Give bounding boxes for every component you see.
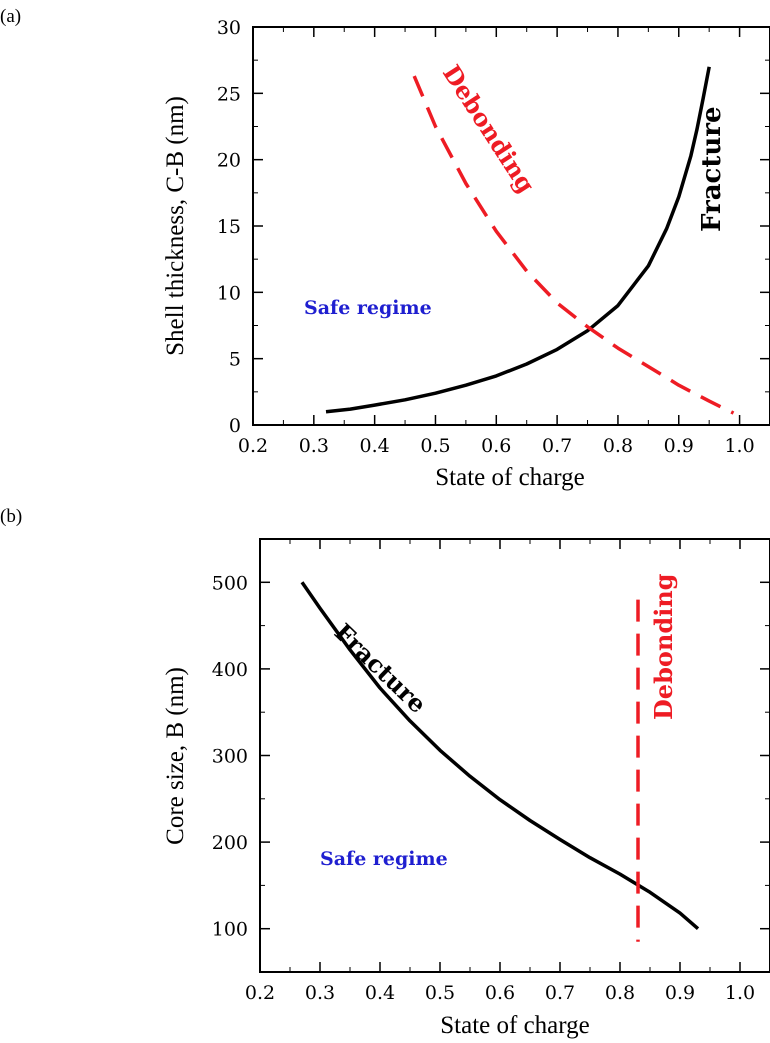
plot-frame-a: [252, 26, 770, 426]
series-line-fracture-b: [300, 581, 700, 931]
x-tick-label-b: 0.4: [365, 982, 395, 1004]
y-tick-label-a: 0: [229, 415, 241, 437]
x-tick-label-a: 0.2: [238, 435, 268, 457]
x-tick-label-b: 0.6: [485, 982, 515, 1004]
x-tick-label-a: 0.4: [360, 435, 390, 457]
x-tick-label-a: 0.3: [299, 435, 329, 457]
panel-label-a: (a): [0, 6, 21, 27]
y-tick-label-a: 30: [217, 17, 241, 39]
x-tick-label-a: 0.6: [481, 435, 511, 457]
x-axis-title-b: State of charge: [440, 1012, 589, 1039]
panel-a: (a) 0.2 0.3 0.4 0.5 0.6 0.7 0.8 0.9 1.0 0 5 10 15 20 2…: [0, 6, 770, 491]
x-tick-label-b: 0.2: [245, 982, 275, 1004]
series-b: [300, 581, 700, 942]
x-tick-label-b: 1.0: [725, 982, 755, 1004]
panel-label-b: (b): [0, 506, 22, 527]
series-a: [325, 66, 735, 415]
annotation-safe-regime-a: Safe regime: [304, 297, 432, 319]
x-tick-label-a: 1.0: [724, 435, 754, 457]
series-line-debonding-a: [412, 75, 735, 415]
ticks-a: 0.2 0.3 0.4 0.5 0.6 0.7 0.8 0.9 1.0 0 5 10 15 20 25 30: [217, 17, 770, 457]
y-tick-label-a: 5: [229, 349, 241, 371]
annotation-fracture-a: Fracture: [697, 106, 727, 232]
x-axis-title-a: State of charge: [435, 464, 584, 491]
x-tick-label-b: 0.7: [545, 982, 575, 1004]
x-tick-label-b: 0.3: [305, 982, 335, 1004]
y-tick-label-a: 20: [217, 150, 241, 172]
annotation-debonding-b: Debonding: [649, 573, 678, 720]
x-tick-label-b: 0.8: [605, 982, 635, 1004]
x-tick-label-a: 0.5: [420, 435, 450, 457]
y-tick-label-b: 500: [212, 572, 248, 594]
x-tick-label-b: 0.9: [665, 982, 695, 1004]
series-line-fracture-a: [325, 66, 711, 414]
y-tick-label-b: 300: [212, 746, 248, 768]
y-axis-title-b: Core size, B (nm): [162, 667, 189, 845]
annotation-safe-regime-b: Safe regime: [320, 848, 448, 870]
panel-b: (b) 0.2 0.3 0.4 0.5 0.6 0.7 0.8 0.9 1.0 100 200 300…: [0, 506, 770, 1039]
x-tick-label-a: 0.9: [664, 435, 694, 457]
y-axis-title-a: Shell thickness, C-B (nm): [162, 96, 189, 356]
y-tick-label-a: 15: [217, 216, 241, 238]
plot-frame-b: [259, 538, 770, 973]
ticks-b: 0.2 0.3 0.4 0.5 0.6 0.7 0.8 0.9 1.0 100 200 300 400 5…: [212, 539, 770, 1004]
x-tick-label-b: 0.5: [425, 982, 455, 1004]
y-tick-label-a: 25: [217, 83, 241, 105]
y-tick-label-b: 100: [212, 919, 248, 941]
y-tick-label-b: 200: [212, 832, 248, 854]
x-tick-label-a: 0.7: [542, 435, 572, 457]
y-tick-label-b: 400: [212, 659, 248, 681]
y-tick-label-a: 10: [217, 282, 241, 304]
x-tick-label-a: 0.8: [603, 435, 633, 457]
annotation-fracture-b: Fracture: [329, 617, 432, 718]
annotation-debonding-a: Debonding: [437, 59, 541, 198]
